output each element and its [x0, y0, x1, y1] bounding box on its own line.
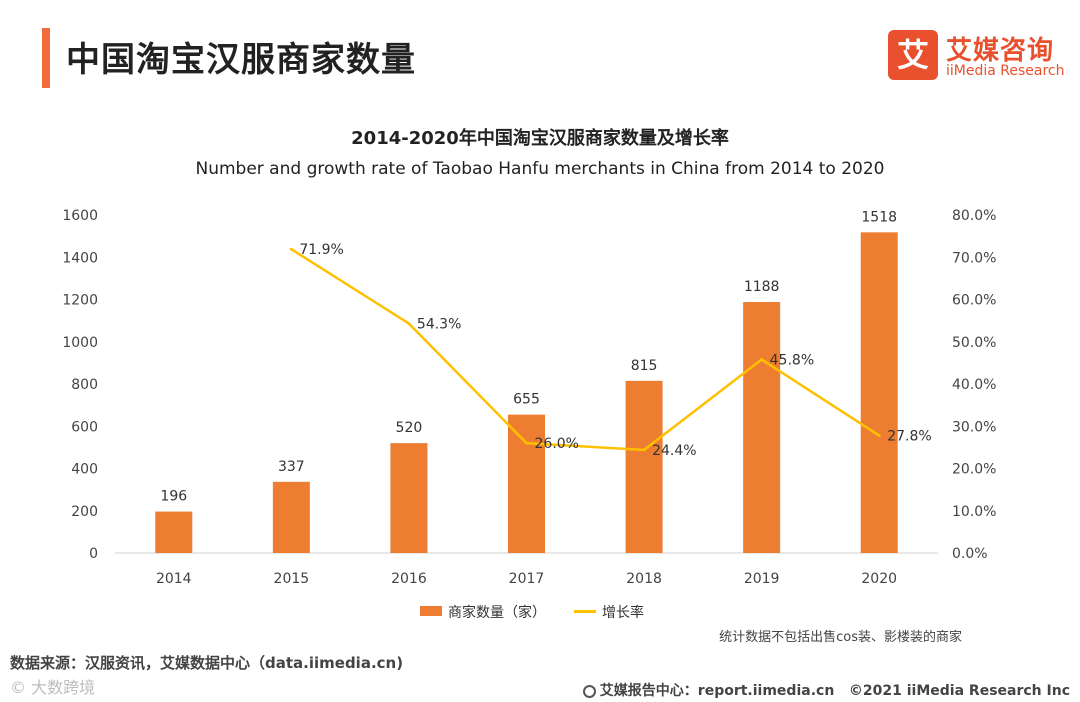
x-tick-label: 2019: [744, 571, 780, 587]
growth-line: [290, 248, 880, 452]
y-right-tick-label: 10.0%: [952, 504, 996, 520]
bar-value-label: 815: [631, 358, 658, 374]
bar-value-label: 1518: [861, 209, 897, 225]
x-tick-label: 2017: [509, 571, 545, 587]
chart-subtitle: Number and growth rate of Taobao Hanfu m…: [195, 159, 885, 179]
y-right-tick-label: 0.0%: [952, 546, 988, 562]
x-tick-label: 2016: [391, 571, 427, 587]
bar-value-label: 196: [160, 489, 187, 505]
bar: [390, 443, 428, 553]
growth-point: [289, 247, 293, 251]
chart-title: 2014-2020年中国淘宝汉服商家数量及增长率: [351, 128, 729, 149]
y-left-tick-label: 200: [71, 504, 98, 520]
y-left-tick-label: 1400: [62, 250, 98, 266]
logo-name-en: iiMedia Research: [946, 63, 1065, 79]
x-tick-label: 2014: [156, 571, 192, 587]
legend-swatch-line: [574, 610, 596, 613]
footer-copyright: ©2021 iiMedia Research Inc: [848, 683, 1070, 699]
bar: [743, 302, 781, 553]
growth-point: [877, 434, 881, 438]
y-right-tick-label: 30.0%: [952, 419, 996, 435]
growth-value-label: 45.8%: [770, 352, 814, 368]
bar: [272, 481, 310, 553]
growth-value-label: 54.3%: [417, 317, 461, 333]
bar: [508, 414, 545, 553]
bar: [860, 232, 898, 553]
growth-value-label: 27.8%: [887, 429, 931, 445]
growth-point: [525, 441, 528, 445]
bar: [625, 380, 663, 553]
x-tick-label: 2018: [626, 571, 662, 587]
x-tick-label: 2015: [274, 571, 310, 587]
data-source: 数据来源：汉服资讯，艾媒数据中心（data.iimedia.cn): [10, 654, 404, 672]
growth-value-label: 71.9%: [299, 242, 343, 258]
watermark: © 大数跨境: [10, 678, 96, 697]
growth-point: [642, 448, 646, 452]
y-right-tick-label: 20.0%: [952, 462, 996, 478]
legend-swatch-bar: [420, 606, 442, 616]
globe-icon: [582, 685, 596, 698]
y-left-tick-label: 1600: [62, 208, 98, 224]
legend-label-line: 增长率: [602, 605, 644, 621]
y-right-tick-label: 60.0%: [952, 293, 996, 309]
y-right-tick-label: 70.0%: [952, 250, 996, 266]
footer: 艾媒报告中心：report.iimedia.cn ©2021 iiMedia R…: [582, 680, 1070, 700]
growth-point: [760, 357, 764, 361]
bar: [155, 511, 193, 553]
bar-value-label: 520: [396, 420, 423, 436]
y-right-tick-label: 50.0%: [952, 335, 996, 351]
page-title: 中国淘宝汉服商家数量: [66, 40, 416, 80]
iimedia-logo: 艾 艾媒咨询 iiMedia Research: [888, 30, 1068, 82]
logo-mark-icon: 艾: [888, 30, 938, 80]
footer-report: 艾媒报告中心：report.iimedia.cn: [599, 683, 835, 699]
y-left-tick-label: 1200: [62, 293, 98, 309]
x-tick-label: 2020: [861, 571, 897, 587]
title-accent-bar: [42, 28, 50, 88]
legend-label-bar: 商家数量（家）: [448, 605, 546, 621]
logo-name-cn: 艾媒咨询: [946, 36, 1055, 66]
growth-point: [407, 322, 411, 326]
y-right-tick-label: 40.0%: [952, 377, 996, 393]
y-left-tick-label: 800: [71, 377, 98, 393]
y-left-tick-label: 1000: [62, 335, 98, 351]
y-left-tick-label: 600: [71, 419, 98, 435]
growth-value-label: 24.4%: [652, 443, 696, 459]
bar-value-label: 337: [278, 459, 305, 475]
growth-value-label: 26.0%: [535, 436, 579, 452]
y-left-tick-label: 0: [89, 546, 98, 562]
y-right-tick-label: 80.0%: [952, 208, 996, 224]
bar-value-label: 655: [513, 392, 540, 408]
bar-value-label: 1188: [744, 279, 780, 295]
chart-note: 统计数据不包括出售cos装、影楼装的商家: [719, 630, 962, 645]
y-left-tick-label: 400: [71, 462, 98, 478]
